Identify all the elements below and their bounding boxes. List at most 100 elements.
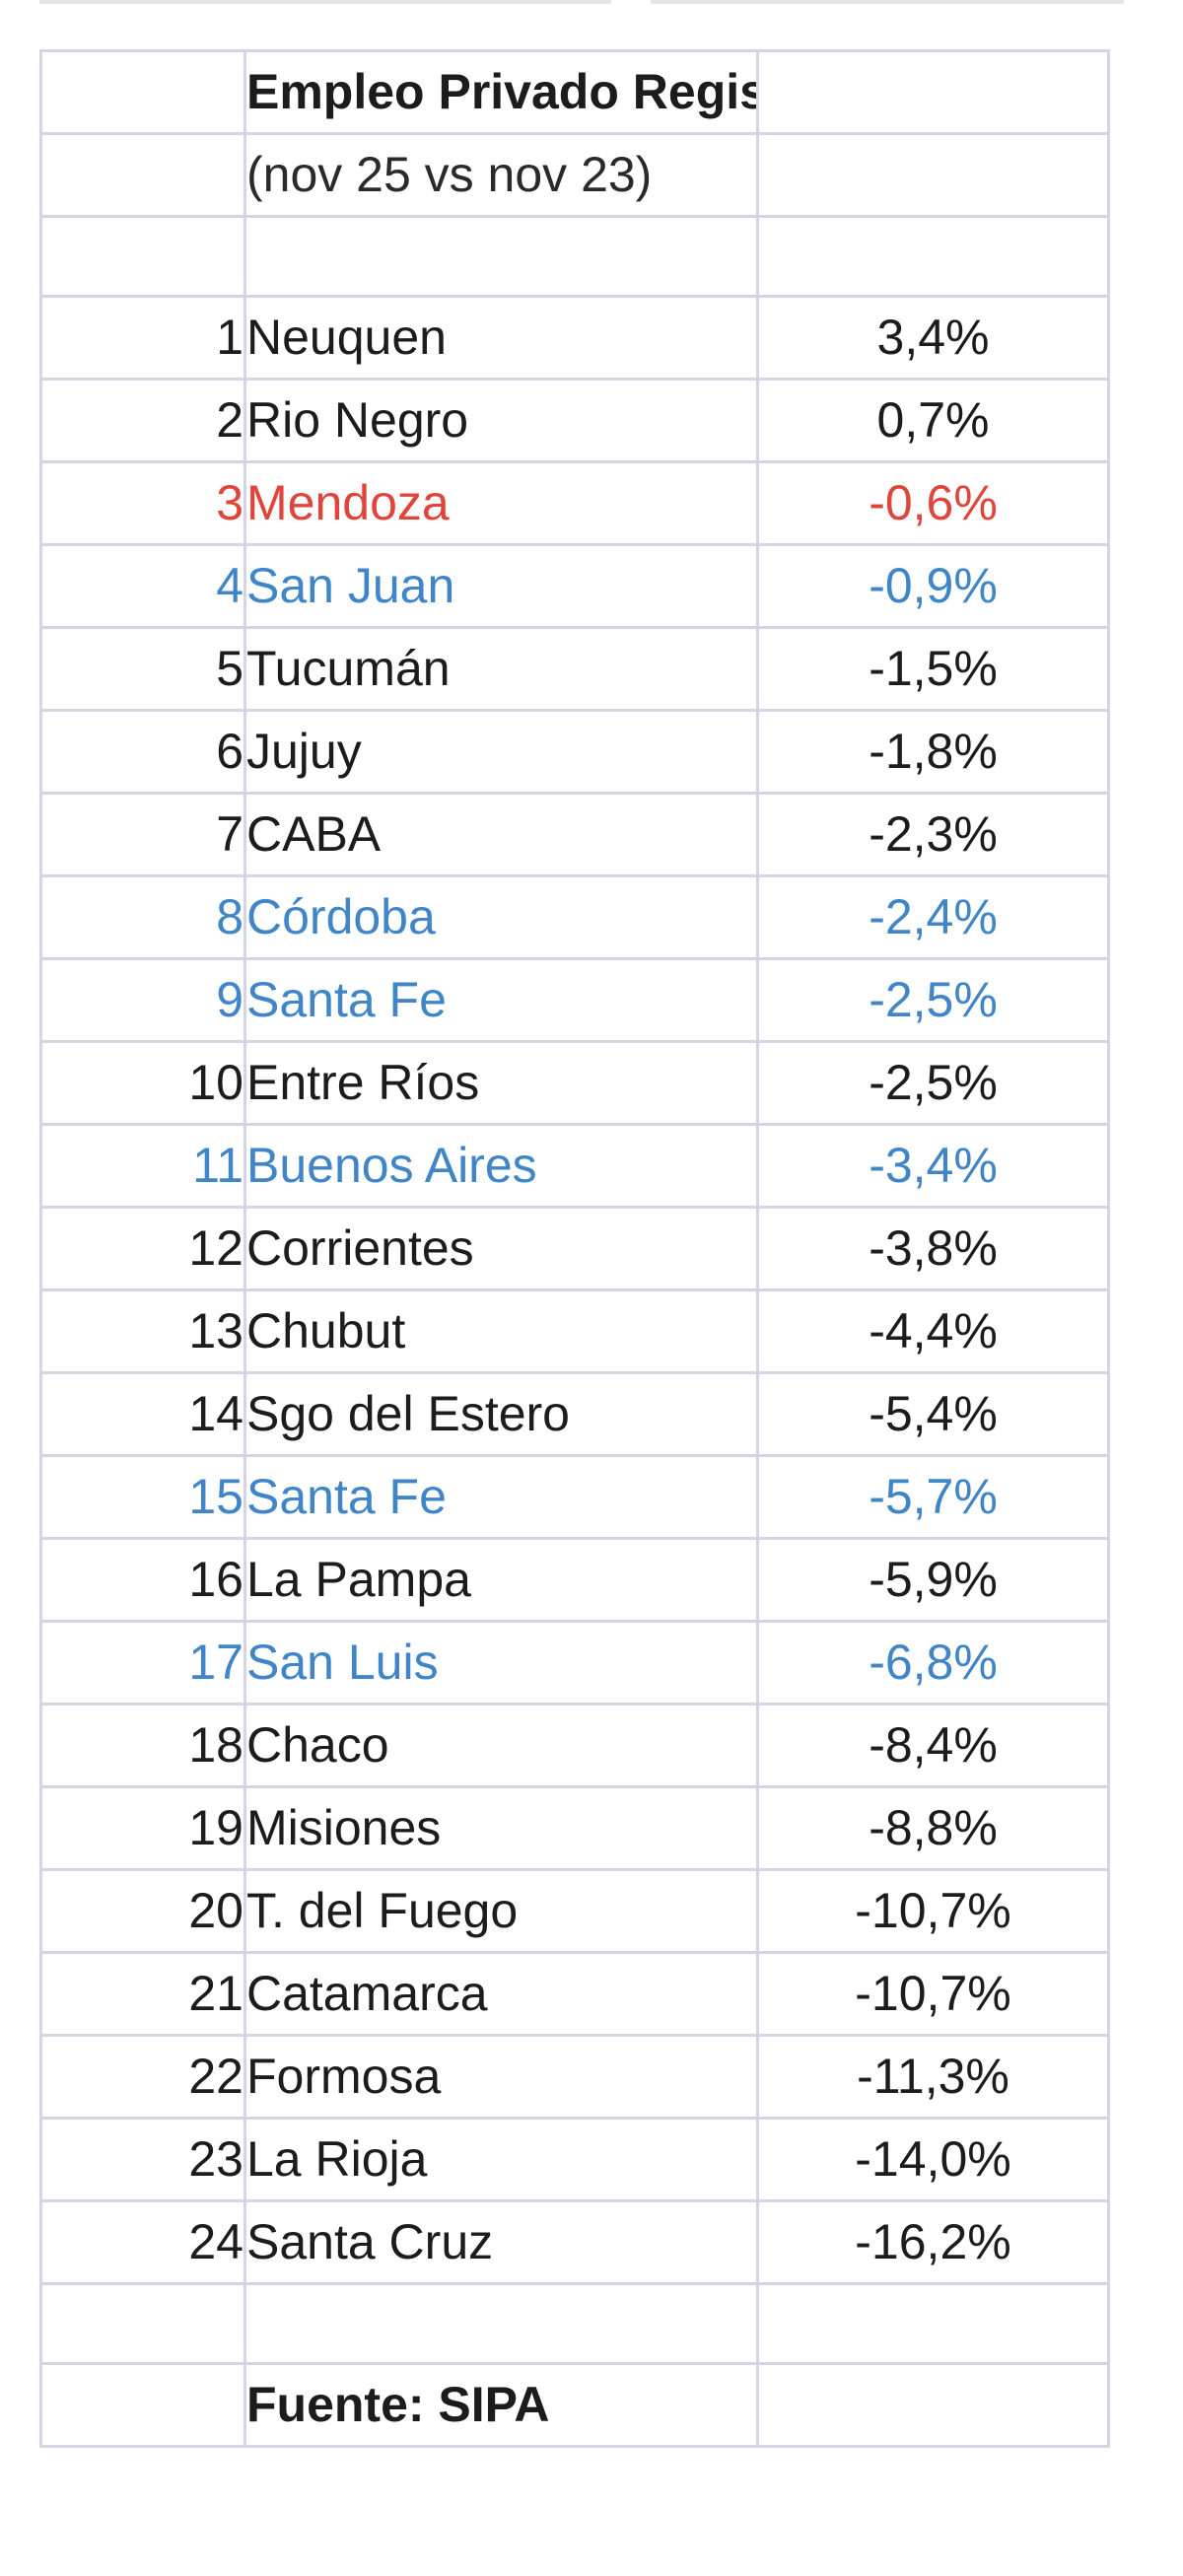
table-row: 17 San Luis -6,8% xyxy=(39,1620,1110,1706)
province-cell: Rio Negro xyxy=(244,378,759,463)
top-edge-segment xyxy=(651,0,1124,4)
rank-cell: 23 xyxy=(39,2117,246,2202)
empty-cell xyxy=(39,49,246,135)
table-row: 20 T. del Fuego -10,7% xyxy=(39,1868,1110,1954)
source-note: Fuente: SIPA xyxy=(244,2362,759,2448)
province-cell: T. del Fuego xyxy=(244,1868,759,1954)
rank-cell: 9 xyxy=(39,957,246,1043)
rank-cell: 3 xyxy=(39,460,246,546)
province-cell: Sgo del Estero xyxy=(244,1371,759,1457)
rank-cell: 15 xyxy=(39,1454,246,1540)
change-value-cell: -11,3% xyxy=(756,2034,1110,2120)
rank-cell: 18 xyxy=(39,1703,246,1788)
change-value-cell: -3,4% xyxy=(756,1123,1110,1209)
table-row: 7 CABA -2,3% xyxy=(39,792,1110,877)
subtitle-row: (nov 25 vs nov 23) xyxy=(39,132,1110,218)
empty-cell xyxy=(39,2282,246,2365)
province-cell: Tucumán xyxy=(244,626,759,712)
table-row: 19 Misiones -8,8% xyxy=(39,1785,1110,1871)
table-row: 14 Sgo del Estero -5,4% xyxy=(39,1371,1110,1457)
rank-cell: 13 xyxy=(39,1288,246,1374)
change-value-cell: -8,4% xyxy=(756,1703,1110,1788)
province-cell: Misiones xyxy=(244,1785,759,1871)
change-value-cell: -5,4% xyxy=(756,1371,1110,1457)
province-cell: Santa Cruz xyxy=(244,2199,759,2285)
table-row: 8 Córdoba -2,4% xyxy=(39,874,1110,960)
table-row: 21 Catamarca -10,7% xyxy=(39,1951,1110,2037)
province-cell: Entre Ríos xyxy=(244,1040,759,1126)
rank-cell: 20 xyxy=(39,1868,246,1954)
province-cell: CABA xyxy=(244,792,759,877)
change-value-cell: -10,7% xyxy=(756,1868,1110,1954)
province-cell: La Pampa xyxy=(244,1537,759,1623)
rank-cell: 24 xyxy=(39,2199,246,2285)
province-cell: Chubut xyxy=(244,1288,759,1374)
province-cell: Santa Fe xyxy=(244,957,759,1043)
empty-cell xyxy=(756,49,1110,135)
table-row: 12 Corrientes -3,8% xyxy=(39,1206,1110,1291)
table-row: 13 Chubut -4,4% xyxy=(39,1288,1110,1374)
province-cell: Formosa xyxy=(244,2034,759,2120)
change-value-cell: -5,9% xyxy=(756,1537,1110,1623)
rank-cell: 6 xyxy=(39,709,246,795)
province-cell: Santa Fe xyxy=(244,1454,759,1540)
empty-cell xyxy=(756,2282,1110,2365)
rank-cell: 21 xyxy=(39,1951,246,2037)
province-cell: Catamarca xyxy=(244,1951,759,2037)
province-cell: Chaco xyxy=(244,1703,759,1788)
rank-cell: 11 xyxy=(39,1123,246,1209)
change-value-cell: -2,5% xyxy=(756,1040,1110,1126)
change-value-cell: -4,4% xyxy=(756,1288,1110,1374)
table-title: Empleo Privado Registrado xyxy=(244,49,759,135)
table-subtitle: (nov 25 vs nov 23) xyxy=(244,132,759,218)
rank-cell: 5 xyxy=(39,626,246,712)
change-value-cell: 3,4% xyxy=(756,295,1110,381)
spacer-row xyxy=(39,215,1110,298)
change-value-cell: -14,0% xyxy=(756,2117,1110,2202)
table-row: 3 Mendoza -0,6% xyxy=(39,460,1110,546)
province-cell: Corrientes xyxy=(244,1206,759,1291)
rank-cell: 19 xyxy=(39,1785,246,1871)
table-row: 15 Santa Fe -5,7% xyxy=(39,1454,1110,1540)
rank-cell: 4 xyxy=(39,543,246,629)
empty-cell xyxy=(756,132,1110,218)
empty-cell xyxy=(756,215,1110,298)
change-value-cell: -3,8% xyxy=(756,1206,1110,1291)
rank-cell: 7 xyxy=(39,792,246,877)
rank-cell: 10 xyxy=(39,1040,246,1126)
table-row: 23 La Rioja -14,0% xyxy=(39,2117,1110,2202)
change-value-cell: -0,6% xyxy=(756,460,1110,546)
province-cell: Mendoza xyxy=(244,460,759,546)
change-value-cell: -10,7% xyxy=(756,1951,1110,2037)
empty-cell xyxy=(244,215,759,298)
table-row: 5 Tucumán -1,5% xyxy=(39,626,1110,712)
province-cell: Jujuy xyxy=(244,709,759,795)
province-cell: Neuquen xyxy=(244,295,759,381)
top-edge-strip xyxy=(0,0,1183,10)
change-value-cell: -1,5% xyxy=(756,626,1110,712)
change-value-cell: -0,9% xyxy=(756,543,1110,629)
rank-cell: 8 xyxy=(39,874,246,960)
table-row: 1 Neuquen 3,4% xyxy=(39,295,1110,381)
rank-cell: 1 xyxy=(39,295,246,381)
table-row: 18 Chaco -8,4% xyxy=(39,1703,1110,1788)
rank-cell: 12 xyxy=(39,1206,246,1291)
table-row: 2 Rio Negro 0,7% xyxy=(39,378,1110,463)
rank-cell: 14 xyxy=(39,1371,246,1457)
table-row: 11 Buenos Aires -3,4% xyxy=(39,1123,1110,1209)
province-cell: Córdoba xyxy=(244,874,759,960)
empty-cell xyxy=(244,2282,759,2365)
province-cell: Buenos Aires xyxy=(244,1123,759,1209)
change-value-cell: -1,8% xyxy=(756,709,1110,795)
province-cell: San Luis xyxy=(244,1620,759,1706)
change-value-cell: -5,7% xyxy=(756,1454,1110,1540)
rank-cell: 16 xyxy=(39,1537,246,1623)
table-row: 4 San Juan -0,9% xyxy=(39,543,1110,629)
change-value-cell: -16,2% xyxy=(756,2199,1110,2285)
table-row: 22 Formosa -11,3% xyxy=(39,2034,1110,2120)
table-row: 16 La Pampa -5,9% xyxy=(39,1537,1110,1623)
empty-cell xyxy=(39,2362,246,2448)
rank-cell: 22 xyxy=(39,2034,246,2120)
employment-table: Empleo Privado Registrado (nov 25 vs nov… xyxy=(39,49,1110,2448)
rank-cell: 17 xyxy=(39,1620,246,1706)
